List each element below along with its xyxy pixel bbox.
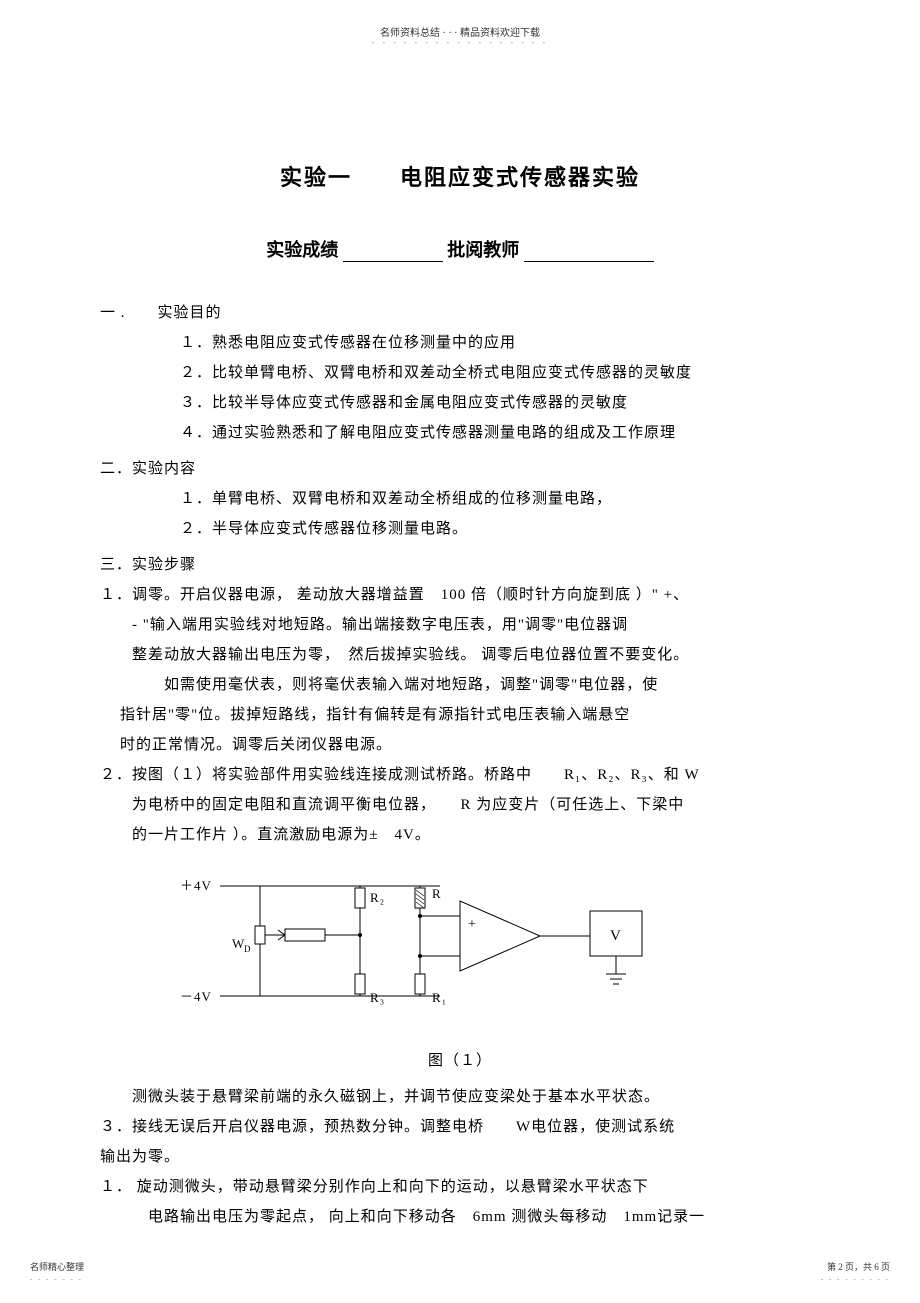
p3b: 输出为零。 [100, 1142, 820, 1172]
grade-line: 实验成绩 批阅教师 [100, 236, 820, 262]
sec3-p1c: 整差动放大器输出电压为零， 然后拔掉实验线。 调零后电位器位置不要变化。 [100, 640, 820, 670]
sec2-item2: ２．半导体应变式传感器位移测量电路。 [100, 514, 820, 544]
label-v: V [610, 928, 622, 944]
sec3-p1e: 指针居"零"位。拔掉短路线，指针有偏转是有源指针式电压表输入端悬空 [100, 700, 820, 730]
after-p: 测微头装于悬臂梁前端的永久磁钢上，并调节使应变梁处于基本水平状态。 [100, 1082, 820, 1112]
sec3-p1b: - "输入端用实验线对地短路。输出端接数字电压表，用"调零"电位器调 [100, 610, 820, 640]
grade-blank [343, 244, 443, 262]
sec1-item3: ３．比较半导体应变式传感器和金属电阻应变式传感器的灵敏度 [100, 388, 820, 418]
label-minus4v: －4V [180, 989, 212, 1004]
label-r3: R₃ [370, 990, 385, 1005]
sec3-p1f: 时的正常情况。调零后关闭仪器电源。 [100, 730, 820, 760]
p4b: 电路输出电压为零起点， 向上和向下移动各 6mm 测微头每移动 1mm记录一 [100, 1202, 820, 1232]
section-body: 一 . 实验目的 １．熟悉电阻应变式传感器在位移测量中的应用 ２．比较单臂电桥、… [100, 298, 820, 1232]
amp-plus: + [468, 917, 477, 932]
sec3-p2a: ２．按图（１）将实验部件用实验线连接成测试桥路。桥路中 R₁、R₂、R₃、和 W [100, 760, 820, 790]
document-body: 实验一 电阻应变式传感器实验 实验成绩 批阅教师 一 . 实验目的 １．熟悉电阻… [100, 160, 820, 1232]
footer-right: 第 2 页，共 6 页 [827, 1260, 890, 1273]
reviewer-label: 批阅教师 [447, 240, 519, 260]
p3a: ３．接线无误后开启仪器电源，预热数分钟。调整电桥 W电位器，使测试系统 [100, 1112, 820, 1142]
sec1-head: 一 . 实验目的 [100, 298, 820, 328]
label-r: R [432, 886, 442, 901]
footer-left: 名师精心整理 [30, 1260, 84, 1273]
label-r2: R₂ [370, 890, 385, 905]
figure-caption: 图（１） [100, 1046, 820, 1076]
sec2-head: 二．实验内容 [100, 454, 820, 484]
footer-right-dots: - - - - - - - - - [821, 1275, 890, 1283]
sec3-head: 三．实验步骤 [100, 550, 820, 580]
footer-left-dots: - - - - - - - [30, 1275, 83, 1283]
sec3-p2b: 为电桥中的固定电阻和直流调平衡电位器， R 为应变片（可任选上、下梁中 [100, 790, 820, 820]
label-r1: R₁ [432, 990, 447, 1005]
page-header: 名师资料总结 · · · 精品资料欢迎下载 [0, 24, 920, 39]
figure-1: ＋4V －4V W D R₂ R₃ [160, 856, 680, 1026]
label-plus4v: ＋4V [180, 878, 212, 893]
sec1-item1: １．熟悉电阻应变式传感器在位移测量中的应用 [100, 328, 820, 358]
page-header-dots: - - - - - - - - - - - - - - - - - [0, 38, 920, 47]
sec1-item2: ２．比较单臂电桥、双臂电桥和双差动全桥式电阻应变式传感器的灵敏度 [100, 358, 820, 388]
grade-label: 实验成绩 [266, 240, 338, 260]
sec3-p1d: 如需使用毫伏表，则将毫伏表输入端对地短路，调整"调零"电位器，使 [100, 670, 820, 700]
label-wd-sub: D [244, 944, 252, 954]
doc-title: 实验一 电阻应变式传感器实验 [100, 160, 820, 192]
sec3-p1a: １．调零。开启仪器电源， 差动放大器增益置 100 倍（顺时针方向旋到底 ）" … [100, 580, 820, 610]
reviewer-blank [524, 244, 654, 262]
sec3-p2c: 的一片工作片 ）。直流激励电源为± 4V。 [100, 820, 820, 850]
p4a: １． 旋动测微头，带动悬臂梁分别作向上和向下的运动，以悬臂梁水平状态下 [100, 1172, 820, 1202]
sec2-item1: １．单臂电桥、双臂电桥和双差动全桥组成的位移测量电路， [100, 484, 820, 514]
sec1-item4: ４．通过实验熟悉和了解电阻应变式传感器测量电路的组成及工作原理 [100, 418, 820, 448]
